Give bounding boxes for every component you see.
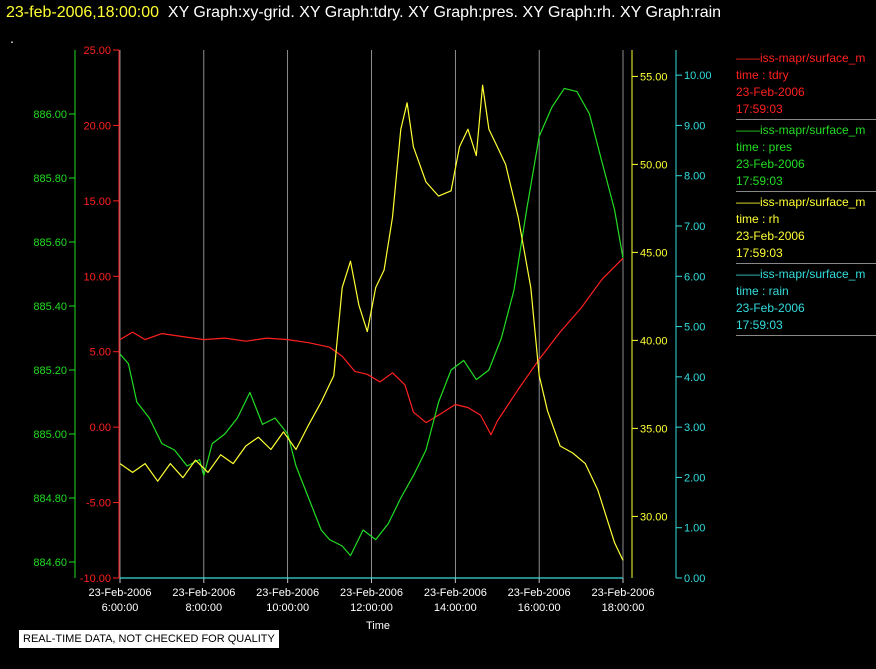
rain-tick-label: 4.00 (684, 372, 705, 384)
graph-list: XY Graph:xy-grid. XY Graph:tdry. XY Grap… (167, 4, 722, 21)
x-tick-label-time: 12:00:00 (350, 602, 393, 614)
pres-tick-label: 885.00 (33, 429, 67, 441)
x-axis-label: Time (366, 620, 390, 632)
x-tick-label-time: 16:00:00 (518, 602, 561, 614)
x-tick-label-date: 23-Feb-2006 (592, 587, 655, 599)
legend-field: time : tdry (736, 68, 789, 82)
rh-tick-label: 30.00 (640, 511, 668, 523)
legend-field: time : rain (736, 284, 789, 298)
rh-tick-label: 50.00 (640, 159, 668, 171)
x-tick-label-time: 6:00:00 (102, 602, 139, 614)
x-tick-label-date: 23-Feb-2006 (256, 587, 319, 599)
x-tick-label-date: 23-Feb-2006 (89, 587, 152, 599)
rh-tick-label: 40.00 (640, 335, 668, 347)
chart-series (119, 84, 624, 579)
pres-tick-label: 885.60 (33, 237, 67, 249)
graph-header: 23-feb-2006,18:00:00 XY Graph:xy-grid. X… (6, 4, 721, 22)
rain-tick-label: 1.00 (684, 523, 705, 535)
rain-tick-label: 5.00 (684, 322, 705, 334)
pres-tick-label: 884.60 (33, 557, 67, 569)
tdry-tick-label: -10.00 (80, 573, 111, 585)
pres-tick-label: 886.00 (33, 109, 67, 121)
x-tick-label-time: 8:00:00 (185, 602, 222, 614)
x-tick-label-date: 23-Feb-2006 (172, 587, 235, 599)
pres-tick-label: 885.40 (33, 301, 67, 313)
rain-tick-label: 10.00 (684, 70, 712, 82)
x-tick-label-date: 23-Feb-2006 (424, 587, 487, 599)
legend-date: 23-Feb-2006 (736, 229, 805, 243)
pres-tick-label: 885.80 (33, 173, 67, 185)
series-line-pres (119, 87, 624, 557)
rh-tick-label: 35.00 (640, 423, 668, 435)
x-tick-label-time: 18:00:00 (602, 602, 645, 614)
rain-tick-label: 0.00 (684, 573, 705, 585)
tdry-tick-label: 20.00 (83, 120, 111, 132)
legend: ——iss-mapr/surface_m time : tdry 23-Feb-20… (736, 48, 876, 336)
tdry-tick-label: 0.00 (90, 422, 111, 434)
legend-time: 17:59:03 (736, 102, 783, 116)
rain-tick-label: 6.00 (684, 271, 705, 283)
legend-date: 23-Feb-2006 (736, 157, 805, 171)
rain-tick-label: 8.00 (684, 171, 705, 183)
legend-name: ——iss-mapr/surface_m (736, 51, 866, 65)
x-tick-label-time: 14:00:00 (434, 602, 477, 614)
legend-field: time : rh (736, 212, 780, 226)
x-tick-label-date: 23-Feb-2006 (508, 587, 571, 599)
vertical-grid (119, 50, 624, 578)
pres-tick-label: 885.20 (33, 365, 67, 377)
series-line-rh (119, 84, 624, 561)
legend-time: 17:59:03 (736, 174, 783, 188)
legend-date: 23-Feb-2006 (736, 85, 805, 99)
pres-tick-label: 884.80 (33, 493, 67, 505)
legend-field: time : pres (736, 140, 793, 154)
legend-date: 23-Feb-2006 (736, 301, 805, 315)
tdry-tick-label: 5.00 (90, 347, 111, 359)
chart-axes: 23-Feb-2006 6:00:00 23-Feb-2006 8:00:00 23-F… (33, 45, 711, 614)
tdry-tick-label: 10.00 (83, 271, 111, 283)
rain-tick-label: 9.00 (684, 120, 705, 132)
tdry-tick-label: 15.00 (83, 196, 111, 208)
legend-name: ——iss-mapr/surface_m (736, 267, 866, 281)
rh-tick-label: 55.00 (640, 71, 668, 83)
rain-tick-label: 3.00 (684, 422, 705, 434)
tdry-tick-label: -5.00 (86, 498, 111, 510)
x-tick-label-date: 23-Feb-2006 (340, 587, 403, 599)
x-tick-label-time: 10:00:00 (266, 602, 309, 614)
tdry-tick-label: 25.00 (83, 45, 111, 57)
legend-name: ——iss-mapr/surface_m (736, 123, 866, 137)
timestamp: 23-feb-2006,18:00:00 (6, 4, 160, 21)
legend-time: 17:59:03 (736, 246, 783, 260)
rain-tick-label: 7.00 (684, 221, 705, 233)
rh-tick-label: 45.00 (640, 247, 668, 259)
quality-notice: REAL-TIME DATA, NOT CHECKED FOR QUALITY (19, 630, 279, 648)
legend-time: 17:59:03 (736, 318, 783, 332)
status-dot: . (10, 30, 14, 46)
series-line-tdry (119, 257, 624, 436)
legend-name: ——iss-mapr/surface_m (736, 195, 866, 209)
rain-tick-label: 2.00 (684, 472, 705, 484)
